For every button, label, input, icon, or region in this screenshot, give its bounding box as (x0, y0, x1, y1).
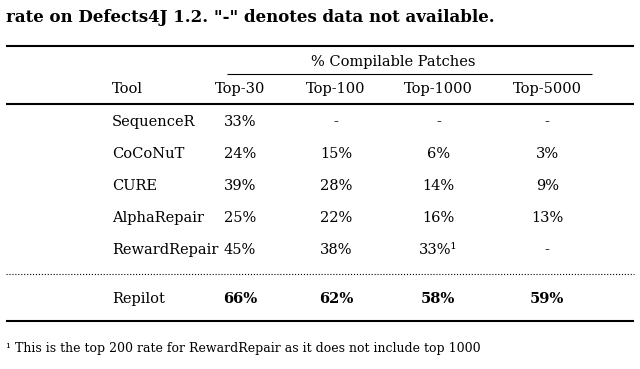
Text: 38%: 38% (320, 243, 352, 257)
Text: 25%: 25% (224, 211, 256, 225)
Text: Top-30: Top-30 (215, 82, 265, 96)
Text: 58%: 58% (421, 292, 456, 306)
Text: 66%: 66% (223, 292, 257, 306)
Text: Top-5000: Top-5000 (513, 82, 582, 96)
Text: % Compilable Patches: % Compilable Patches (311, 55, 476, 69)
Text: 62%: 62% (319, 292, 353, 306)
Text: 22%: 22% (320, 211, 352, 225)
Text: Repilot: Repilot (112, 292, 165, 306)
Text: CURE: CURE (112, 179, 157, 193)
Text: -: - (436, 115, 441, 129)
Text: 14%: 14% (422, 179, 454, 193)
Text: 28%: 28% (320, 179, 352, 193)
Text: 33%: 33% (224, 115, 256, 129)
Text: ¹ This is the top 200 rate for RewardRepair as it does not include top 1000: ¹ This is the top 200 rate for RewardRep… (6, 342, 481, 355)
Text: Top-100: Top-100 (307, 82, 365, 96)
Text: 16%: 16% (422, 211, 454, 225)
Text: rate on Defects4J 1.2. "-" denotes data not available.: rate on Defects4J 1.2. "-" denotes data … (6, 9, 495, 26)
Text: CoCoNuT: CoCoNuT (112, 147, 184, 161)
Text: 33%¹: 33%¹ (419, 243, 458, 257)
Text: 13%: 13% (531, 211, 563, 225)
Text: 3%: 3% (536, 147, 559, 161)
Text: SequenceR: SequenceR (112, 115, 195, 129)
Text: 45%: 45% (224, 243, 256, 257)
Text: -: - (545, 115, 550, 129)
Text: 6%: 6% (427, 147, 450, 161)
Text: -: - (333, 115, 339, 129)
Text: RewardRepair: RewardRepair (112, 243, 218, 257)
Text: Tool: Tool (112, 82, 143, 96)
Text: Top-1000: Top-1000 (404, 82, 473, 96)
Text: 24%: 24% (224, 147, 256, 161)
Text: AlphaRepair: AlphaRepair (112, 211, 204, 225)
Text: -: - (545, 243, 550, 257)
Text: 59%: 59% (530, 292, 564, 306)
Text: 9%: 9% (536, 179, 559, 193)
Text: 15%: 15% (320, 147, 352, 161)
Text: 39%: 39% (224, 179, 256, 193)
